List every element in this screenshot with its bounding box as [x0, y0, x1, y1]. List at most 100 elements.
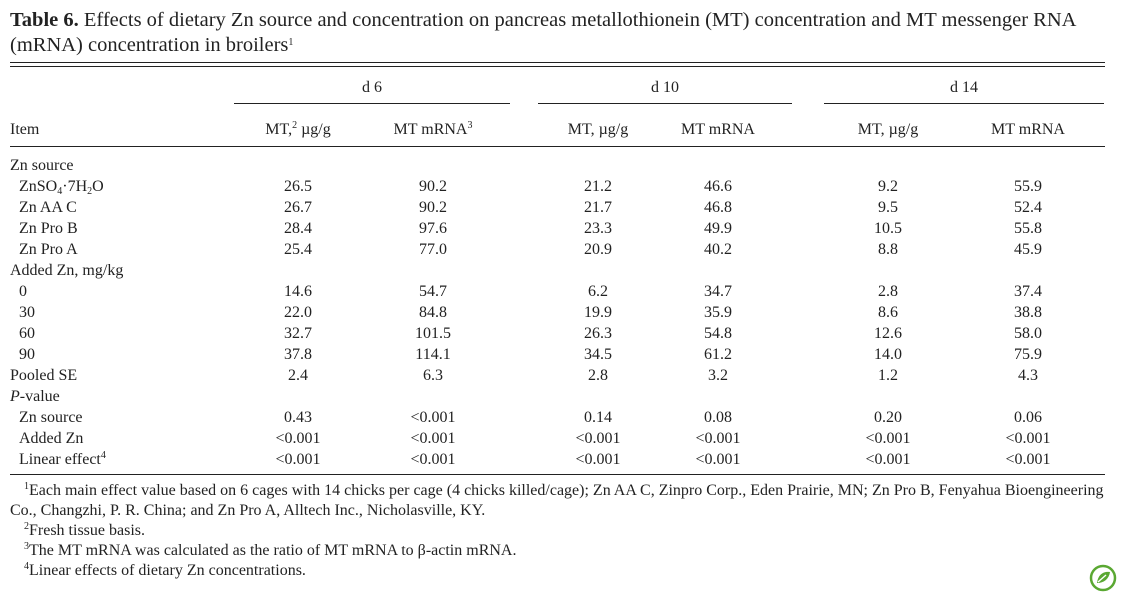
- cell-value: 1.2: [878, 367, 898, 384]
- title-text: Effects of dietary Zn source and concent…: [10, 9, 1076, 56]
- cell-value: 2.4: [288, 367, 308, 384]
- cell-value: 0.20: [874, 409, 902, 426]
- cell-value: 26.7: [284, 199, 312, 216]
- text-text: MT mRNA: [393, 121, 468, 138]
- cell-value: 0.43: [284, 409, 312, 426]
- footnote: 2Fresh tissue basis.: [10, 521, 1110, 541]
- cell-value: 26.5: [284, 178, 312, 195]
- cell-value: 25.4: [284, 241, 312, 258]
- cell-value: 4.3: [1018, 367, 1038, 384]
- cell-value: 21.2: [584, 178, 612, 195]
- column-header: MT mRNA: [658, 119, 778, 140]
- cell-value: 90.2: [419, 199, 447, 216]
- text-text: Zn AA C: [19, 199, 77, 216]
- cell-value: 34.7: [704, 283, 732, 300]
- cell-value: 97.6: [419, 220, 447, 237]
- cell-value: 45.9: [1014, 241, 1042, 258]
- text-text: -value: [19, 388, 60, 405]
- text-sup: 2: [292, 120, 298, 131]
- cell-value: 3.2: [708, 367, 728, 384]
- cell-value: 46.6: [704, 178, 732, 195]
- footnote: 1Each main effect value based on 6 cages…: [10, 481, 1110, 521]
- text-text: ·7H: [62, 178, 88, 195]
- cell-value: 26.3: [584, 325, 612, 342]
- cell-value: 0.14: [584, 409, 612, 426]
- column-header: MT mRNA3: [373, 119, 493, 140]
- cell-value: 14.0: [874, 346, 902, 363]
- text-text: Each main effect value based on 6 cages …: [10, 482, 1104, 519]
- text-text: Fresh tissue basis.: [29, 522, 145, 539]
- text-text: MT, µg/g: [567, 121, 629, 138]
- column-header: MT, µg/g: [538, 119, 658, 140]
- text-text: 90: [19, 346, 35, 363]
- cell-value: <0.001: [1005, 451, 1051, 468]
- cell-value: <0.001: [275, 430, 321, 447]
- cell-value: 54.7: [419, 283, 447, 300]
- text-text: Added Zn: [19, 430, 84, 447]
- row-label: Pooled SE: [10, 365, 77, 386]
- cell-value: <0.001: [410, 451, 456, 468]
- cell-value: 49.9: [704, 220, 732, 237]
- text-text: Zn source: [10, 157, 74, 174]
- row-label: Zn Pro B: [19, 218, 78, 239]
- cell-value: 23.3: [584, 220, 612, 237]
- row-label: 60: [19, 323, 35, 344]
- text-text: Zn source: [19, 409, 83, 426]
- cell-value: 22.0: [284, 304, 312, 321]
- cell-value: 2.8: [588, 367, 608, 384]
- cell-value: 8.8: [878, 241, 898, 258]
- cell-value: 34.5: [584, 346, 612, 363]
- cell-value: <0.001: [575, 451, 621, 468]
- cell-value: <0.001: [275, 451, 321, 468]
- cell-value: 0.08: [704, 409, 732, 426]
- cell-value: 114.1: [415, 346, 451, 363]
- cell-value: 40.2: [704, 241, 732, 258]
- footnote: 3The MT mRNA was calculated as the ratio…: [10, 541, 1110, 561]
- row-label: 30: [19, 302, 35, 323]
- row-label: P-value: [10, 386, 60, 407]
- text-text: MT mRNA: [991, 121, 1065, 138]
- cell-value: 101.5: [415, 325, 451, 342]
- row-label: Zn source: [10, 155, 74, 176]
- column-header: MT mRNA: [968, 119, 1088, 140]
- text-sup: 3: [467, 120, 473, 131]
- text-text: MT, µg/g: [857, 121, 919, 138]
- bottom-rule: [10, 474, 1105, 475]
- row-label: ZnSO4·7H2O: [19, 176, 104, 197]
- row-label: Added Zn: [19, 428, 83, 449]
- text-text: The MT mRNA was calculated as the ratio …: [29, 542, 517, 559]
- cell-value: 38.8: [1014, 304, 1042, 321]
- cell-value: 54.8: [704, 325, 732, 342]
- title-note: 1: [288, 37, 294, 48]
- text-text: MT,: [265, 121, 293, 138]
- text-text: Pooled SE: [10, 367, 78, 384]
- cell-value: 90.2: [419, 178, 447, 195]
- cell-value: 0.06: [1014, 409, 1042, 426]
- column-header: MT,2 µg/g: [238, 119, 358, 140]
- group-rule: [234, 103, 510, 104]
- cell-value: 37.8: [284, 346, 312, 363]
- text-text: Linear effect: [19, 451, 101, 468]
- text-sup: 4: [24, 561, 29, 572]
- footnotes: 1Each main effect value based on 6 cages…: [10, 481, 1110, 581]
- cell-value: 9.5: [878, 199, 898, 216]
- cell-value: <0.001: [575, 430, 621, 447]
- top-rule: [10, 62, 1105, 63]
- header-rule: [10, 146, 1105, 147]
- text-text: 30: [19, 304, 35, 321]
- cell-value: 2.8: [878, 283, 898, 300]
- cell-value: 6.3: [423, 367, 443, 384]
- cell-value: 32.7: [284, 325, 312, 342]
- cell-value: 10.5: [874, 220, 902, 237]
- group-header: d 6: [362, 79, 382, 96]
- cell-value: 75.9: [1014, 346, 1042, 363]
- cell-value: <0.001: [1005, 430, 1051, 447]
- cell-value: <0.001: [695, 430, 741, 447]
- group-header: d 10: [651, 79, 679, 96]
- text-sup: 4: [100, 450, 106, 461]
- text-text: Added Zn, mg/kg: [10, 262, 124, 279]
- text-sup: 1: [24, 481, 29, 492]
- cell-value: <0.001: [410, 409, 456, 426]
- cell-value: 20.9: [584, 241, 612, 258]
- text-italic: P: [10, 388, 20, 405]
